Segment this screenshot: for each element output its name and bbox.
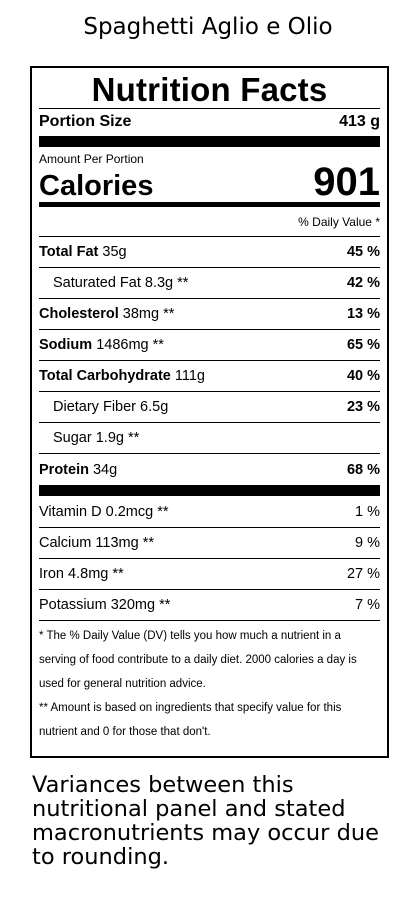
nutrient-daily-value: 23 % (346, 399, 380, 415)
portion-size-value: 413 g (339, 113, 380, 130)
nutrient-daily-value: 65 % (346, 337, 380, 353)
vitamin-daily-value: 9 % (355, 535, 380, 551)
nutrient-amount: 1486mg ** (96, 337, 164, 353)
nutrient-amount: 38mg ** (122, 306, 175, 322)
vitamin-row-vitamin-d: Vitamin D 0.2mcg ** 1 % (39, 496, 380, 528)
nutrient-name: Saturated Fat (53, 275, 141, 291)
nutrient-row-cholesterol: Cholesterol 38mg ** 13 % (39, 299, 380, 330)
vitamin-row-calcium: Calcium 113mg ** 9 % (39, 528, 380, 559)
nutrient-name: Sodium (39, 337, 93, 353)
vitamin-name: Vitamin D (39, 503, 102, 520)
medium-divider (39, 202, 380, 207)
variance-note: Variances between this nutritional panel… (32, 772, 379, 870)
footnotes: * The % Daily Value (DV) tells you how m… (39, 620, 380, 744)
nutrient-amount: 6.5g (140, 399, 169, 415)
vitamin-amount: 4.8mg ** (68, 566, 124, 582)
nutrition-facts-title: Nutrition Facts (91, 71, 328, 108)
nutrient-name: Cholesterol (39, 306, 119, 322)
portion-size-label: Portion Size (39, 113, 132, 130)
nutrient-row-total-fat: Total Fat 35g 45 % (39, 237, 380, 268)
thick-divider (39, 485, 380, 496)
nutrient-row-dietary-fiber: Dietary Fiber 6.5g 23 % (39, 392, 380, 423)
vitamin-name: Potassium (39, 597, 107, 613)
nutrition-facts-panel: Nutrition Facts Portion Size 413 g Amoun… (30, 66, 389, 758)
vitamin-row-potassium: Potassium 320mg ** 7 % (39, 590, 380, 621)
nutrient-row-sodium: Sodium 1486mg ** 65 % (39, 330, 380, 361)
nutrient-daily-value: 45 % (346, 244, 380, 260)
nutrient-row-total-carbohydrate: Total Carbohydrate 111g 40 % (39, 361, 380, 392)
nutrient-name: Total Fat (39, 244, 99, 260)
nutrient-amount: 35g (102, 244, 127, 260)
vitamin-amount: 320mg ** (110, 597, 171, 613)
nutrient-name: Sugar (53, 430, 92, 446)
vitamin-row-iron: Iron 4.8mg ** 27 % (39, 559, 380, 590)
nutrient-amount: 34g (92, 461, 118, 478)
nutrient-row-sugar: Sugar 1.9g ** (39, 423, 380, 454)
nutrient-name: Dietary Fiber (53, 399, 136, 415)
nutrient-amount: 8.3g ** (144, 275, 189, 291)
vitamin-name: Iron (39, 566, 64, 582)
vitamin-daily-value: 27 % (346, 566, 380, 582)
nutrient-row-protein: Protein 34g 68 % (39, 454, 380, 485)
footnote-daily-value: * The % Daily Value (DV) tells you how m… (39, 630, 357, 690)
vitamin-name: Calcium (39, 535, 92, 551)
nutrient-daily-value: 13 % (346, 306, 380, 322)
nutrient-name: Total Carbohydrate (39, 368, 171, 384)
recipe-title: Spaghetti Aglio e Olio (83, 14, 333, 40)
vitamin-daily-value: 1 % (355, 503, 380, 520)
vitamin-amount: 0.2mcg ** (105, 503, 169, 520)
nutrient-daily-value: 42 % (346, 275, 380, 291)
nutrient-name: Protein (39, 461, 89, 478)
calories-label: Calories (39, 170, 154, 202)
vitamin-amount: 113mg ** (95, 535, 154, 551)
nutrient-amount: 111g (174, 368, 205, 384)
nutrient-row-saturated-fat: Saturated Fat 8.3g ** 42 % (39, 268, 380, 299)
calories-value: 901 (313, 160, 380, 204)
footnote-ingredients: ** Amount is based on ingredients that s… (39, 702, 342, 738)
calories-row: Calories 901 (39, 162, 380, 202)
vitamin-daily-value: 7 % (355, 597, 380, 613)
portion-size-row: Portion Size 413 g (39, 108, 380, 136)
daily-value-header: % Daily Value * (39, 207, 380, 237)
nutrient-daily-value: 68 % (346, 461, 380, 478)
thick-divider (39, 136, 380, 147)
nutrient-amount: 1.9g ** (95, 430, 140, 446)
amount-per-portion-label: Amount Per Portion (39, 152, 144, 166)
nutrient-daily-value: 40 % (346, 368, 380, 384)
